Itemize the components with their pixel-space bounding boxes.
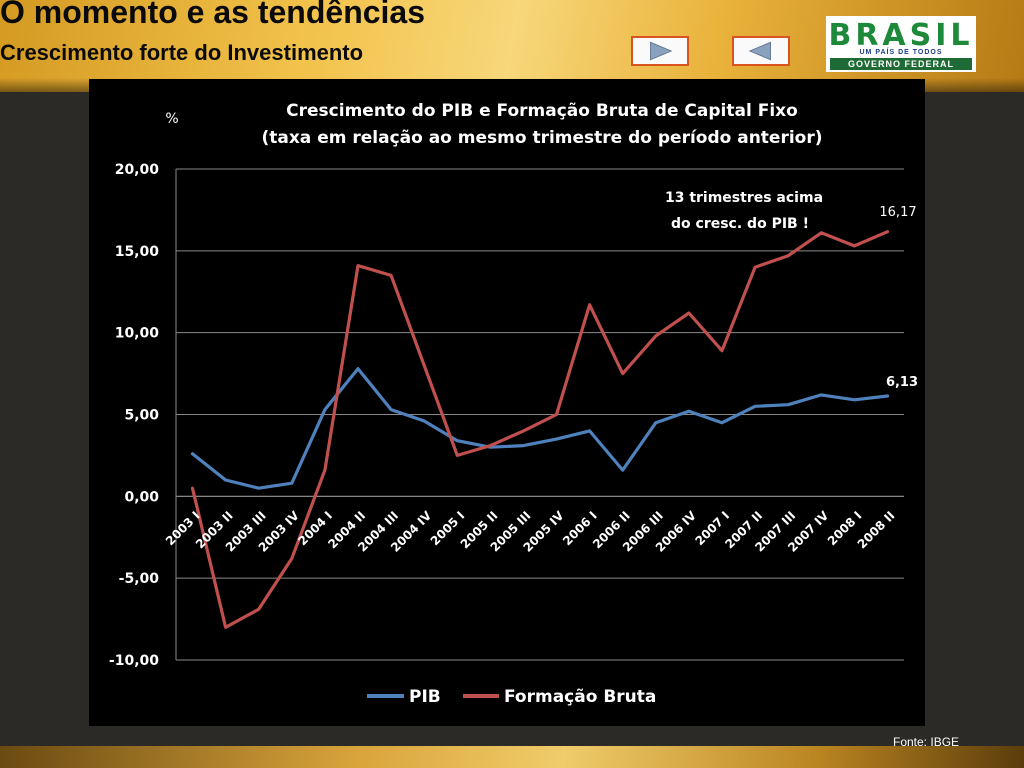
footer-band	[0, 746, 1024, 768]
y-tick-label: -5,00	[119, 571, 160, 587]
pib-last-value-label: 6,13	[886, 375, 918, 390]
chart-title-line1: Crescimento do PIB e Formação Bruta de C…	[286, 101, 798, 121]
legend: PIB Formação Bruta	[367, 687, 656, 707]
brasil-logo: BRASIL UM PAÍS DE TODOS GOVERNO FEDERAL	[826, 16, 976, 72]
y-tick-label: 10,00	[115, 326, 160, 342]
chart-title-line2: (taxa em relação ao mesmo trimestre do p…	[261, 128, 822, 148]
logo-tagline: UM PAÍS DE TODOS	[859, 49, 943, 56]
annotation-note-line2: do cresc. do PIB !	[671, 216, 809, 232]
page-title: O momento e as tendências	[0, 0, 426, 30]
fbcf-last-value-label: 16,17	[879, 205, 916, 220]
play-right-icon	[650, 41, 673, 61]
x-tick-label: 2008 II	[855, 509, 898, 552]
y-tick-label: 5,00	[124, 408, 159, 424]
y-tick-label: -10,00	[109, 653, 159, 669]
play-left-icon	[748, 41, 771, 61]
y-tick-label: 15,00	[115, 244, 160, 260]
y-axis-unit-label: %	[165, 111, 178, 127]
page-subtitle: Crescimento forte do Investimento	[0, 40, 364, 65]
legend-pib-label: PIB	[409, 687, 441, 707]
pib-series-line	[190, 367, 890, 490]
line-chart: Crescimento do PIB e Formação Bruta de C…	[109, 101, 918, 707]
y-tick-label: 20,00	[115, 162, 160, 178]
y-tick-label: 0,00	[124, 489, 159, 505]
fbcf-series-line	[190, 230, 890, 629]
logo-word: BRASIL	[828, 18, 974, 53]
legend-fbcf-label: Formação Bruta	[504, 687, 656, 707]
previous-slide-button[interactable]	[732, 36, 790, 66]
next-slide-button[interactable]	[631, 36, 689, 66]
chart-container: Crescimento do PIB e Formação Bruta de C…	[89, 79, 925, 726]
source-note: Fonte: IBGE	[893, 735, 960, 749]
annotation-note-line1: 13 trimestres acima	[665, 190, 823, 206]
logo-government: GOVERNO FEDERAL	[830, 58, 972, 70]
